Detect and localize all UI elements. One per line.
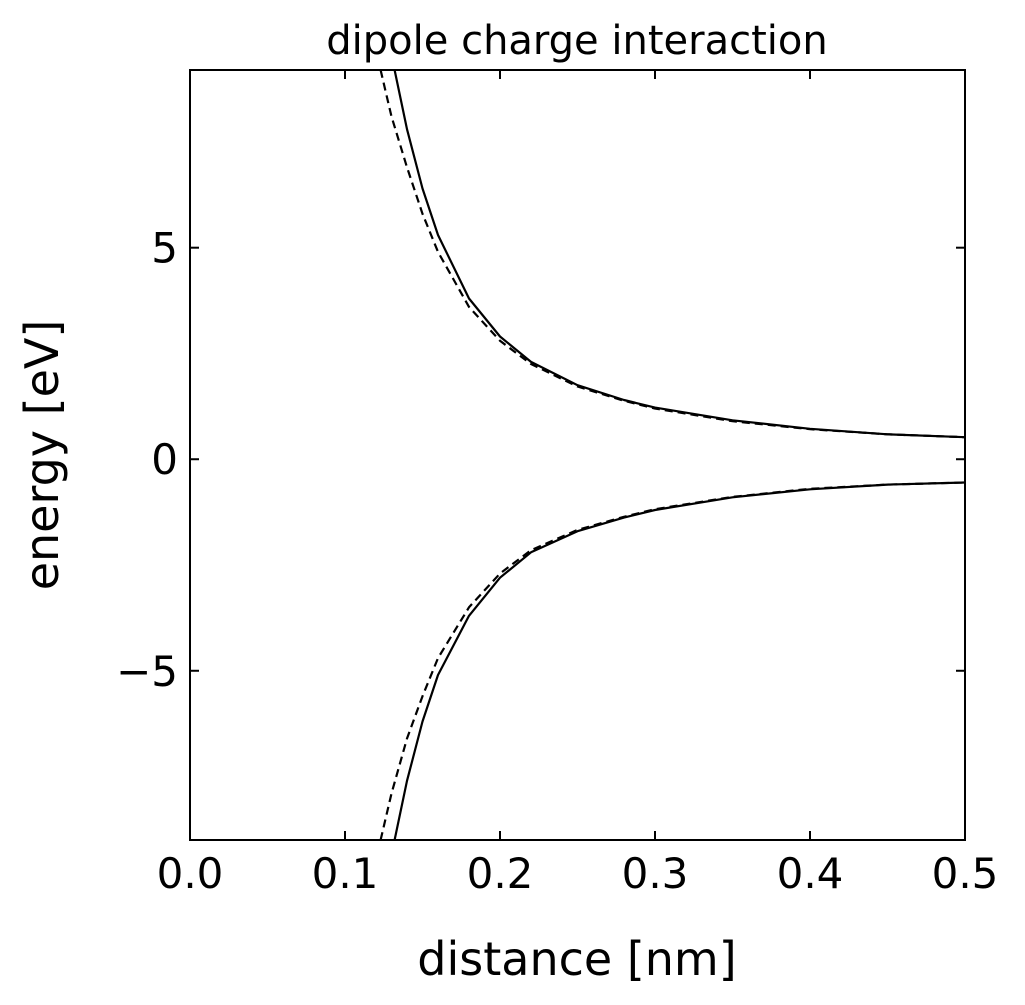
x-axis-label: distance [nm] xyxy=(417,932,736,986)
y-tick-label: 5 xyxy=(151,224,178,273)
x-tick-label: 0.4 xyxy=(777,849,844,898)
series-line-4 xyxy=(379,481,965,840)
series-layer xyxy=(379,70,965,840)
y-tick-label: −5 xyxy=(116,647,178,696)
series-line-1 xyxy=(393,70,965,439)
x-tick-label: 0.1 xyxy=(312,849,379,898)
x-tick-label: 0.2 xyxy=(467,849,534,898)
x-tick-label: 0.5 xyxy=(932,849,999,898)
chart-title: dipole charge interaction xyxy=(326,18,827,64)
ticks-layer: 0.0 0.1 0.2 0.3 0.4 0.5 −5 0 5 xyxy=(116,70,998,898)
x-tick-label: 0.3 xyxy=(622,849,689,898)
series-line-2 xyxy=(379,70,965,439)
y-tick-label: 0 xyxy=(151,435,178,484)
series-line-3 xyxy=(393,481,965,840)
y-axis-label: energy [eV] xyxy=(15,320,69,591)
x-tick-label: 0.0 xyxy=(157,849,224,898)
plot-frame xyxy=(189,69,966,841)
